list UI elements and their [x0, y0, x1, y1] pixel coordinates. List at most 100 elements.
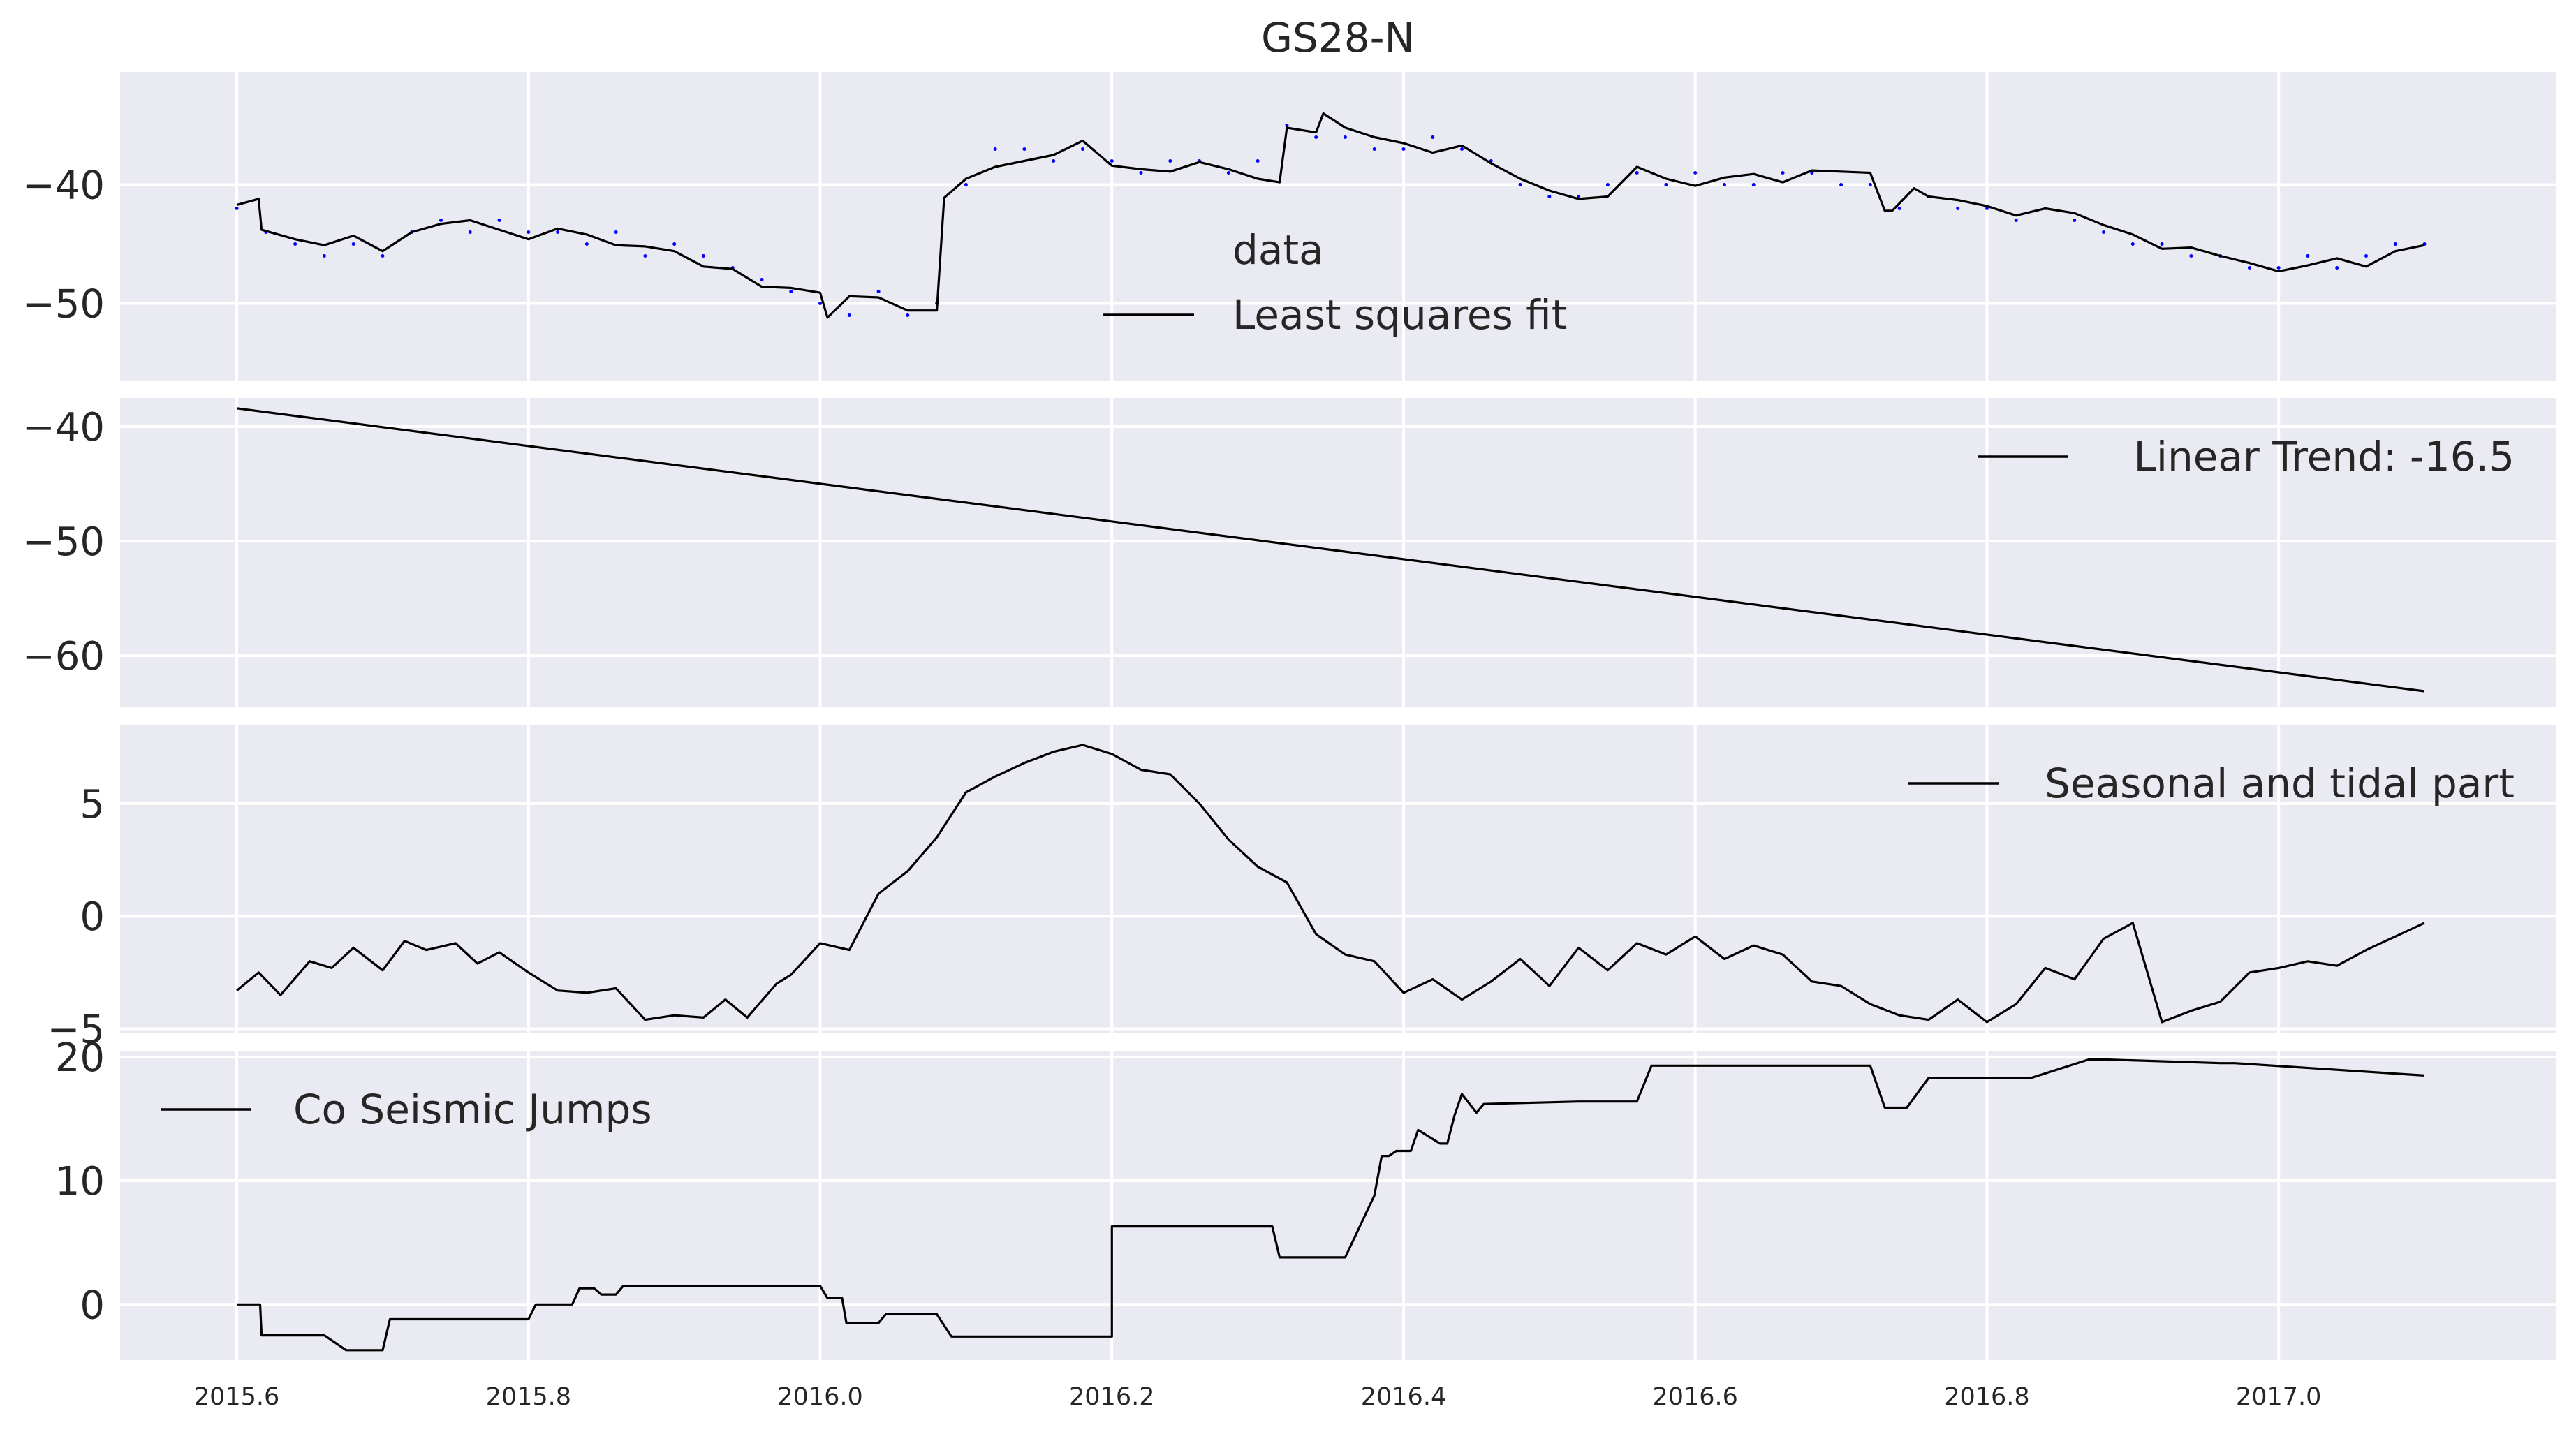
plot-area [236, 744, 2425, 1024]
panel-4: 0 10 20 Co Seismic Jumps [55, 1035, 2556, 1360]
data-point [1956, 207, 1960, 210]
series-line [237, 1058, 2425, 1352]
data-point [2130, 242, 2135, 246]
data-point [2306, 254, 2310, 258]
data-point [1460, 147, 1464, 151]
data-point [1693, 171, 1698, 175]
data-point [2276, 266, 2281, 270]
data-point [1722, 183, 1726, 186]
legend-label: Seasonal and tidal part [2045, 760, 2515, 807]
data-point [351, 242, 355, 246]
y-tick-label: −40 [22, 163, 105, 209]
plot-area [235, 112, 2427, 319]
legend-label: Linear Trend: -16.5 [2134, 433, 2515, 480]
x-tick-label: 2015.6 [194, 1383, 279, 1411]
data-point [1431, 135, 1435, 139]
data-point [1839, 183, 1843, 186]
data-point [643, 254, 647, 258]
data-point [1168, 159, 1172, 163]
data-point [1664, 183, 1668, 186]
data-point [818, 302, 823, 305]
y-tick-label: −60 [22, 634, 105, 679]
data-point [1605, 183, 1610, 186]
data-point [527, 230, 531, 234]
legend-label: Co Seismic Jumps [293, 1086, 652, 1133]
data-point [672, 242, 677, 246]
x-tick-label: 2017.0 [2236, 1383, 2321, 1411]
x-tick-label: 2016.6 [1652, 1383, 1737, 1411]
data-point [1547, 195, 1552, 198]
data-point [1080, 147, 1084, 151]
series-line [236, 407, 2425, 693]
data-point [584, 242, 589, 246]
data-point [614, 230, 618, 234]
y-tick-label: 20 [55, 1035, 105, 1081]
data-point [2247, 266, 2251, 270]
data-point [2393, 242, 2397, 246]
legend: data Least squares fit [1103, 226, 1567, 339]
data-point [1139, 171, 1143, 175]
data-point [964, 183, 968, 186]
data-point [906, 313, 910, 317]
data-point [322, 254, 326, 258]
y-tick-label: 10 [55, 1159, 105, 1204]
data-point [876, 290, 881, 293]
data-point [1751, 183, 1756, 186]
data-point [1256, 159, 1260, 163]
x-tick-label: 2016.8 [1944, 1383, 2029, 1411]
data-point [1343, 135, 1347, 139]
data-point [1577, 195, 1581, 198]
data-point [1110, 159, 1114, 163]
series-line [236, 112, 2425, 319]
y-tick-label: −40 [22, 405, 105, 450]
data-point [1985, 207, 1989, 210]
plot-area [237, 1058, 2425, 1352]
data-point [1285, 124, 1289, 127]
legend: Co Seismic Jumps [161, 1086, 652, 1133]
y-tick-label: −5 [47, 1007, 105, 1053]
series-line [236, 744, 2425, 1024]
data-point [993, 147, 997, 151]
legend-label: Least squares fit [1232, 291, 1567, 339]
legend: Seasonal and tidal part [1908, 760, 2515, 807]
panel-2: −60 −50 −40 Linear Trend: -16.5 [22, 398, 2556, 707]
data-point [1314, 135, 1318, 139]
x-tick-label: 2016.0 [777, 1383, 862, 1411]
data-point [293, 242, 297, 246]
y-tick-label: 0 [80, 1283, 105, 1328]
plot-area [236, 407, 2425, 693]
y-tick-label: −50 [22, 519, 105, 565]
data-point [2073, 219, 2077, 222]
legend: Linear Trend: -16.5 [1978, 433, 2515, 480]
data-point [439, 219, 443, 222]
data-point [1868, 183, 1872, 186]
data-point [2335, 266, 2339, 270]
data-point [789, 290, 793, 293]
data-point [1781, 171, 1785, 175]
x-tick-label: 2015.8 [486, 1383, 571, 1411]
data-point [1226, 171, 1230, 175]
data-point [760, 278, 764, 281]
x-tick-label: 2016.4 [1361, 1383, 1446, 1411]
data-point [497, 219, 501, 222]
data-point [556, 230, 560, 234]
data-point [381, 254, 385, 258]
data-point [468, 230, 472, 234]
data-point [1372, 147, 1376, 151]
data-point [1518, 183, 1522, 186]
y-tick-label: 5 [80, 782, 105, 827]
chart-title: GS28-N [1261, 14, 1415, 61]
x-tick-label: 2016.2 [1069, 1383, 1154, 1411]
data-point [1897, 207, 1901, 210]
legend-label: data [1232, 226, 1324, 274]
data-point [235, 207, 239, 210]
y-tick-label: 0 [80, 894, 105, 940]
data-point [701, 254, 705, 258]
data-point [2364, 254, 2368, 258]
data-point [2102, 230, 2106, 234]
data-point [2189, 254, 2193, 258]
plot-background [120, 1051, 2556, 1360]
data-point [1022, 147, 1026, 151]
